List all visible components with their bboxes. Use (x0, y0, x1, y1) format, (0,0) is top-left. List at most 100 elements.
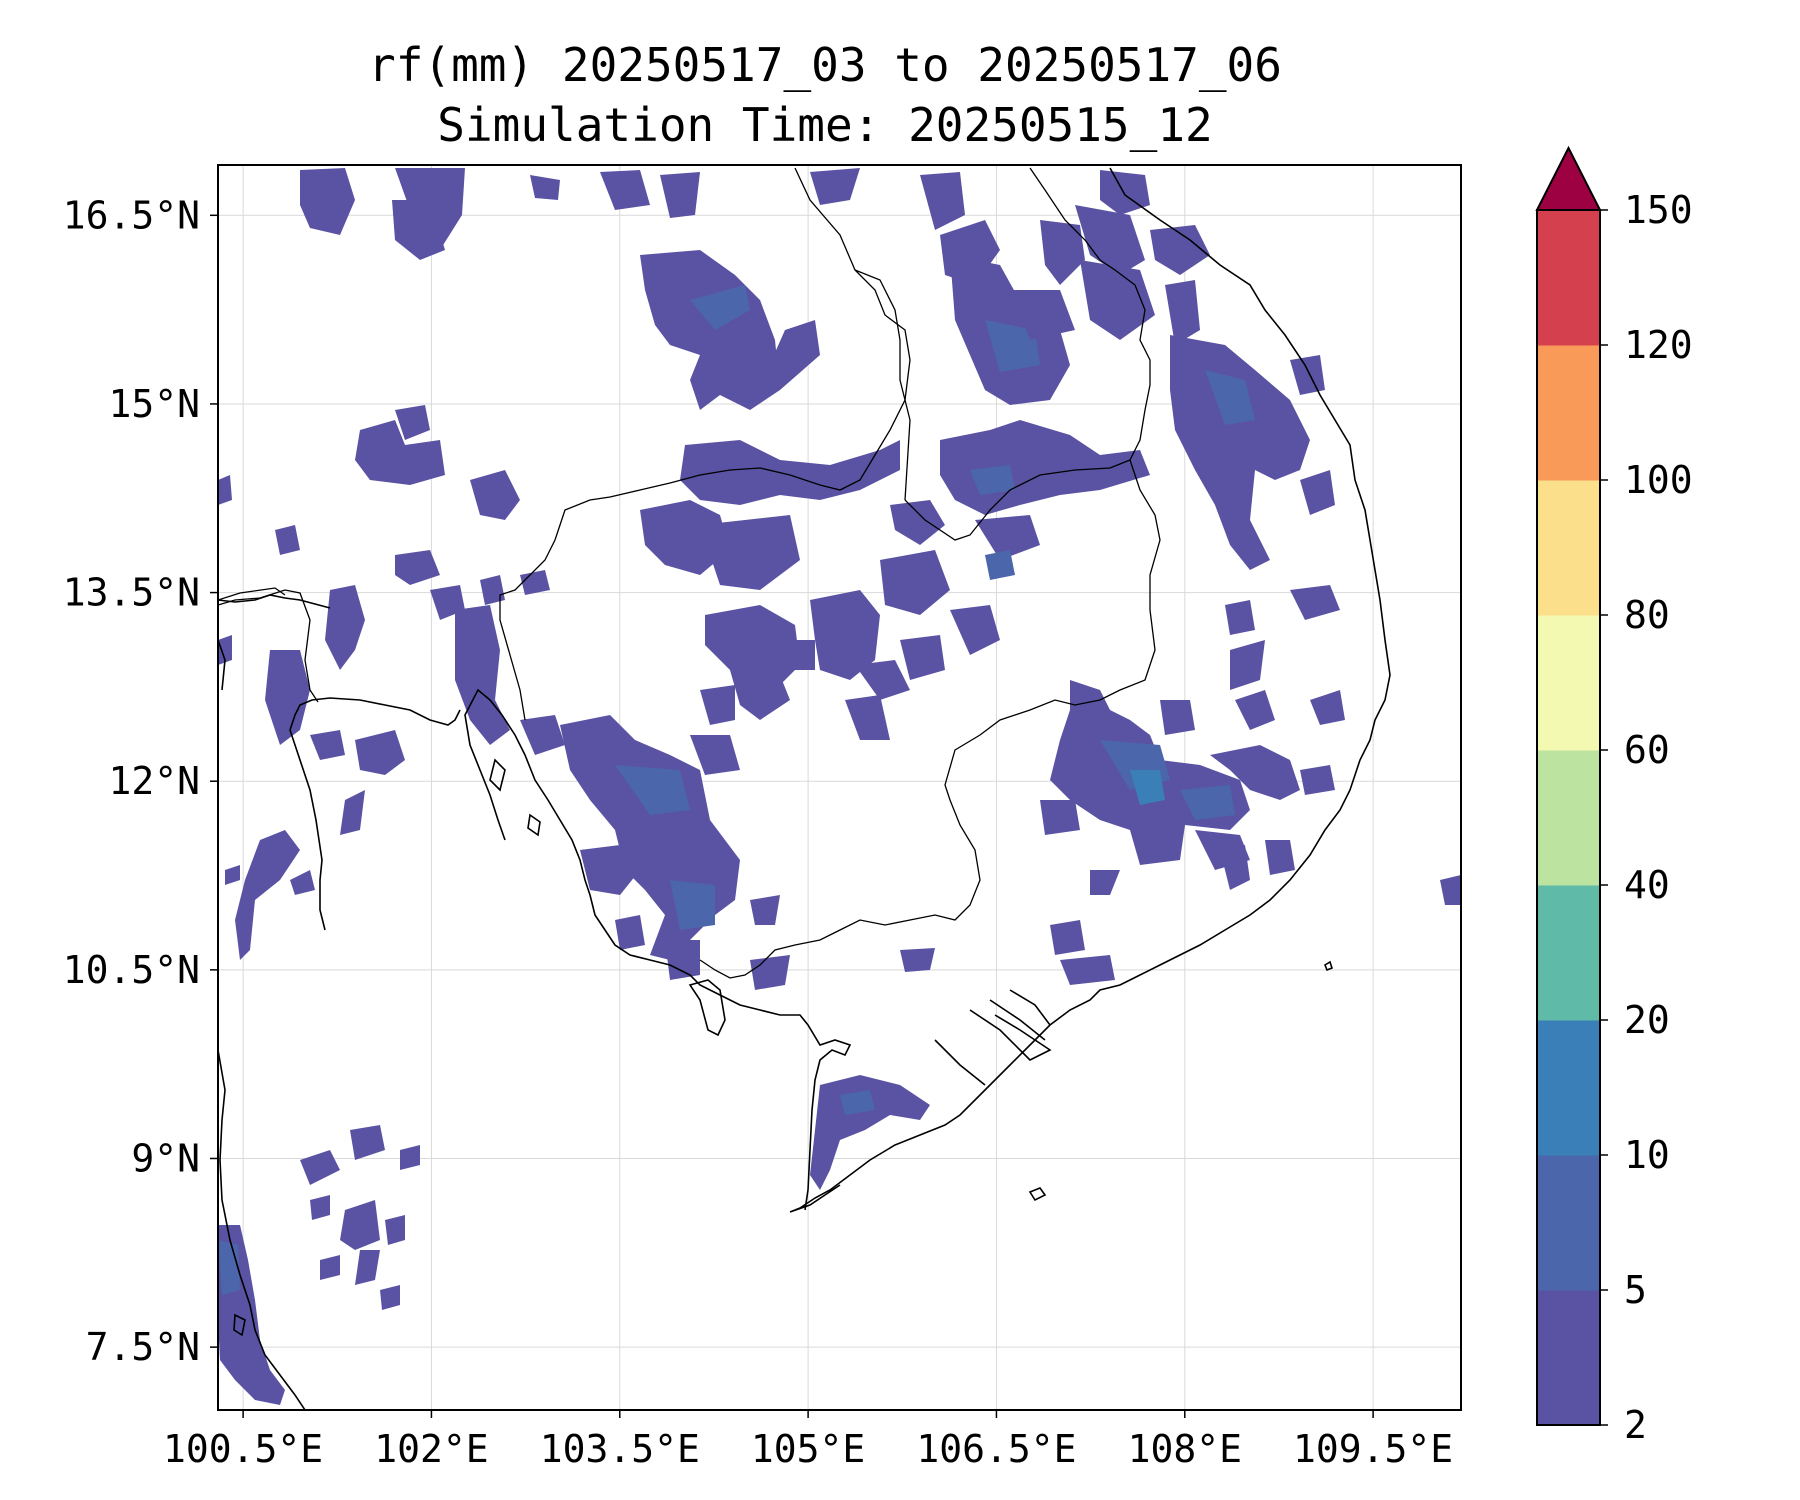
rain-area (455, 605, 510, 745)
coastline-left (218, 639, 226, 691)
colorbar-tick-label: 40 (1624, 863, 1670, 907)
rain-area (975, 515, 1040, 560)
map-frame (217, 164, 1462, 1411)
rain-area (1210, 745, 1300, 800)
colorbar-extend-max (1535, 145, 1602, 211)
colorbar-tick-label: 10 (1624, 1133, 1670, 1177)
lon-tick-label: 108°E (1128, 1427, 1242, 1471)
colorbar-segment (1537, 1290, 1600, 1426)
rain-area (392, 200, 445, 260)
rain-area (1130, 770, 1165, 805)
rain-area (1300, 470, 1335, 515)
rain-area (1160, 700, 1195, 735)
delta-channel (934, 1039, 986, 1086)
rain-area (810, 590, 880, 680)
rain-area (840, 1090, 875, 1115)
colorbar-tick-label: 5 (1624, 1268, 1647, 1312)
colorbar-tick-label: 60 (1624, 728, 1670, 772)
lat-tick-label: 10.5°N (63, 948, 200, 992)
coastline-upper (218, 594, 331, 609)
rain-area (740, 675, 790, 720)
lon-tick-label: 103.5°E (540, 1427, 700, 1471)
rain-area (1170, 335, 1310, 570)
rain-area (300, 168, 355, 235)
rain-area (600, 170, 650, 210)
rain-area (890, 500, 945, 545)
lat-tick-label: 13.5°N (63, 571, 200, 615)
coastline-peninsula (218, 1049, 306, 1410)
lat-tick-label: 12°N (108, 759, 200, 803)
colorbar-tick-label: 120 (1624, 323, 1693, 367)
rain-area (1265, 840, 1295, 875)
chart-subtitle: Simulation Time: 20250515_12 (437, 98, 1213, 152)
colorbar-tick-label: 80 (1624, 593, 1670, 637)
rain-area (400, 1145, 420, 1170)
rain-area (1310, 690, 1345, 725)
lon-tick-label: 100.5°E (163, 1427, 323, 1471)
rain-area (580, 845, 640, 895)
coastline-thai-west (289, 697, 461, 931)
rain-area (218, 635, 232, 665)
colorbar-segment (1537, 1020, 1600, 1156)
rain-area (1205, 370, 1255, 425)
rain-area (780, 640, 815, 670)
rain-area (705, 605, 800, 720)
coastlines (218, 167, 1391, 1410)
rain-area (355, 420, 445, 485)
rain-area (225, 865, 240, 885)
rain-area (385, 1215, 405, 1245)
rain-area (530, 175, 560, 200)
rain-area (810, 1075, 930, 1190)
rainfall-shading (218, 168, 1461, 1405)
rain-area (1150, 225, 1210, 275)
rain-area (310, 730, 345, 760)
latitude-tick-labels: 16.5°N 15°N 13.5°N 12°N 10.5°N 9°N 7.5°N (63, 193, 218, 1369)
rain-area (1220, 845, 1250, 890)
lon-tick-label: 106.5°E (916, 1427, 1076, 1471)
rain-area (940, 420, 1150, 515)
rain-area (615, 915, 645, 950)
rain-area (1225, 600, 1255, 635)
lon-tick-label: 105°E (751, 1427, 865, 1471)
rain-area (1090, 870, 1120, 895)
rain-area (395, 550, 440, 585)
border-cambodia-thai (499, 482, 671, 721)
coastline-indochina (789, 167, 1391, 1213)
lon-tick-label: 102°E (374, 1427, 488, 1471)
rain-area (1440, 875, 1461, 905)
rain-area (1165, 280, 1200, 345)
rain-area (275, 525, 300, 555)
lat-tick-label: 7.5°N (86, 1325, 200, 1369)
rain-area (810, 168, 860, 205)
rain-area (300, 1150, 340, 1185)
rain-area (700, 685, 735, 725)
rain-area (1230, 640, 1265, 690)
rain-area (1010, 290, 1075, 340)
lat-tick-label: 15°N (108, 382, 200, 426)
rain-area (615, 765, 690, 815)
rain-area (1180, 785, 1235, 820)
coastline-gulf (464, 688, 852, 1211)
rain-area (380, 1285, 400, 1310)
rain-area (340, 1200, 380, 1250)
rain-area (1050, 920, 1085, 955)
colorbar-tick-label: 2 (1624, 1403, 1647, 1447)
rain-area (355, 1250, 380, 1285)
rain-area (350, 1125, 385, 1160)
rain-area (665, 940, 700, 980)
border-laos-vietnam (1029, 167, 1151, 461)
rain-area (1235, 690, 1275, 730)
rain-area (325, 585, 365, 670)
lon-tick-label: 109.5°E (1293, 1427, 1453, 1471)
rain-area (985, 320, 1040, 372)
rain-area (1300, 765, 1335, 795)
colorbar-segment (1537, 615, 1600, 751)
rain-area (765, 320, 820, 390)
rain-area (1075, 205, 1145, 275)
rain-area (700, 515, 800, 590)
colorbar-segment (1537, 210, 1600, 346)
island (1028, 1187, 1047, 1202)
rain-area (320, 1255, 340, 1280)
rain-area (520, 570, 550, 595)
